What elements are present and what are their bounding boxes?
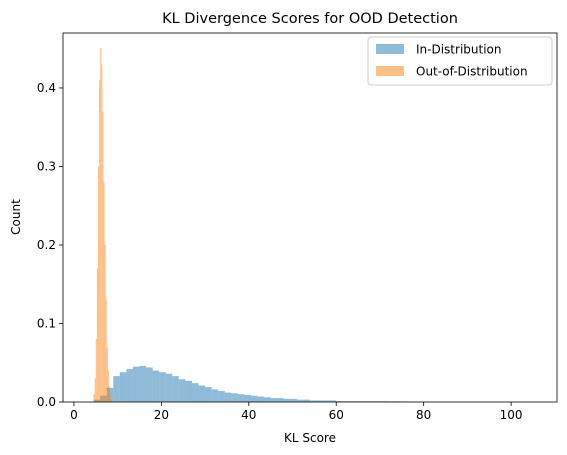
in-distribution-bar [270,398,278,402]
in-distribution-bar [231,393,238,402]
x-tick-label: 40 [241,408,256,422]
x-tick-label: 0 [70,408,78,422]
in-distribution-bar [146,367,153,402]
x-tick-label: 20 [154,408,169,422]
in-distribution-bar [191,383,199,402]
in-distribution-bar [237,394,245,402]
in-distribution-bar [296,399,304,402]
x-tick-label: 80 [416,408,431,422]
in-distribution-bar [159,372,166,402]
y-axis-ticks: 0.0 0.1 0.2 0.3 0.4 [37,81,63,409]
in-distribution-bar [172,376,179,402]
out-of-distribution-bar [95,339,97,402]
out-of-distribution-bar [106,347,108,402]
in-distribution-bar [244,394,251,402]
in-distribution-bar [303,399,310,402]
out-of-distribution-bar [96,268,98,402]
out-of-distribution-bar [101,64,103,403]
x-axis-label: KL Score [284,431,336,445]
in-distribution-bar [165,373,173,402]
chart-title: KL Divergence Scores for OOD Detection [162,11,458,27]
out-of-distribution-bar [105,299,107,402]
x-axis-ticks: 0 20 40 60 80 100 [70,402,523,422]
y-tick-label: 0.4 [37,81,56,95]
legend-swatch-out-of-distribution [376,66,404,76]
in-distribution-bar [126,369,133,402]
out-of-distribution-bar [108,386,110,402]
y-axis-label: Count [9,199,23,235]
out-of-distribution-bar [100,48,102,402]
legend-swatch-in-distribution [376,44,404,54]
legend: In-Distribution Out-of-Distribution [367,36,553,86]
in-distribution-bar [250,395,258,402]
legend-label-out-of-distribution: Out-of-Distribution [416,65,528,79]
out-of-distribution-bar [111,399,113,402]
in-distribution-bar [205,387,212,402]
out-of-distribution-bars [93,48,113,403]
y-tick-label: 0.1 [37,316,56,330]
in-distribution-bar [132,366,140,402]
x-tick-label: 100 [500,408,523,422]
in-distribution-bar [316,400,324,402]
in-distribution-bar [106,387,114,402]
out-of-distribution-bar [110,395,112,402]
in-distribution-bar [329,400,337,402]
in-distribution-bar [211,389,219,402]
y-tick-label: 0.3 [37,159,56,173]
plot-frame [62,32,558,403]
in-distribution-bar [290,398,297,402]
in-distribution-bar [224,392,232,402]
in-distribution-bar [264,397,271,402]
legend-label-in-distribution: In-Distribution [416,43,501,57]
out-of-distribution-bar [107,370,109,402]
in-distribution-bar [283,398,291,402]
out-of-distribution-bar [103,182,105,402]
in-distribution-bar [198,385,206,402]
in-distribution-bar [185,380,192,402]
in-distribution-bar [119,372,127,402]
out-of-distribution-bar [104,244,106,402]
out-of-distribution-bar [97,166,100,402]
in-distribution-bar [218,391,225,402]
in-distribution-bar [113,376,120,402]
legend-box [367,36,553,86]
in-distribution-bar [139,365,147,402]
in-distribution-bar [178,379,186,402]
in-distribution-bar [277,398,284,402]
out-of-distribution-bar [94,378,96,402]
out-of-distribution-bar [102,111,104,402]
x-tick-label: 60 [329,408,344,422]
out-of-distribution-bar [93,394,95,402]
in-distribution-bar [152,370,160,402]
in-distribution-bar [323,400,330,402]
in-distribution-bar [257,396,265,402]
in-distribution-bar [310,400,317,402]
y-tick-label: 0.0 [37,395,56,409]
y-tick-label: 0.2 [37,238,56,252]
out-of-distribution-bar [99,80,101,403]
